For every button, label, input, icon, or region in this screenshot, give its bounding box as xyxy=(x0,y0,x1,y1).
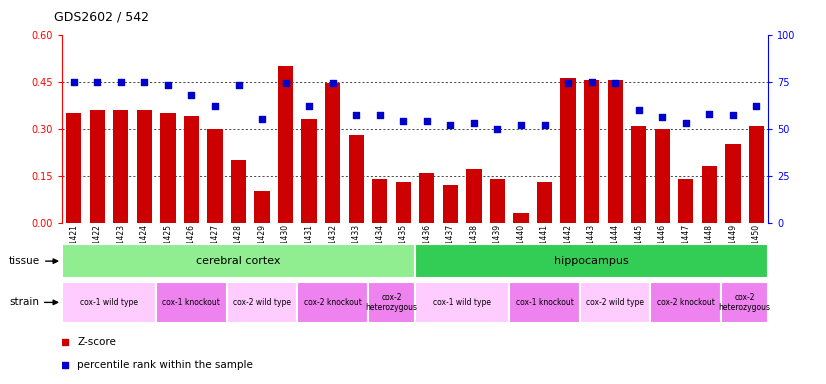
Bar xyxy=(207,129,223,223)
Point xyxy=(279,80,292,86)
Bar xyxy=(113,110,129,223)
Point xyxy=(444,122,457,128)
Point xyxy=(562,80,575,86)
Point xyxy=(632,107,645,113)
Bar xyxy=(415,282,509,323)
Bar xyxy=(678,179,694,223)
Bar xyxy=(156,282,226,323)
Bar xyxy=(183,116,199,223)
Bar xyxy=(349,135,364,223)
Bar xyxy=(368,282,415,323)
Point xyxy=(208,103,221,109)
Bar xyxy=(701,166,717,223)
Point xyxy=(91,79,104,85)
Bar xyxy=(443,185,458,223)
Bar xyxy=(725,144,741,223)
Point xyxy=(326,80,339,86)
Point xyxy=(585,79,598,85)
Bar xyxy=(160,113,176,223)
Text: cox-2 knockout: cox-2 knockout xyxy=(657,298,714,307)
Bar xyxy=(278,66,293,223)
Point xyxy=(515,122,528,128)
Point xyxy=(67,79,80,85)
Point xyxy=(302,103,316,109)
Bar xyxy=(466,169,482,223)
Point xyxy=(468,120,481,126)
Point xyxy=(232,82,245,88)
Bar xyxy=(396,182,411,223)
Point xyxy=(538,122,551,128)
Point xyxy=(185,92,198,98)
Bar xyxy=(66,113,82,223)
Text: Z-score: Z-score xyxy=(78,337,116,347)
Bar xyxy=(513,214,529,223)
Bar xyxy=(631,126,647,223)
Bar xyxy=(372,179,387,223)
Bar xyxy=(654,129,670,223)
Text: GDS2602 / 542: GDS2602 / 542 xyxy=(54,10,149,23)
Text: hippocampus: hippocampus xyxy=(554,256,629,266)
Point xyxy=(703,111,716,117)
Point xyxy=(491,126,504,132)
Point xyxy=(679,120,692,126)
Text: cox-2 wild type: cox-2 wild type xyxy=(233,298,291,307)
Bar xyxy=(651,282,721,323)
Bar xyxy=(62,244,415,278)
Bar xyxy=(325,83,340,223)
Text: cox-2 wild type: cox-2 wild type xyxy=(586,298,644,307)
Point xyxy=(161,82,174,88)
Bar xyxy=(721,282,768,323)
Point xyxy=(255,116,268,122)
Text: cerebral cortex: cerebral cortex xyxy=(197,256,281,266)
Point xyxy=(656,114,669,121)
Text: cox-1 knockout: cox-1 knockout xyxy=(163,298,221,307)
Bar xyxy=(560,78,576,223)
Bar xyxy=(89,110,105,223)
Bar xyxy=(136,110,152,223)
Bar xyxy=(62,282,156,323)
Text: cox-1 wild type: cox-1 wild type xyxy=(433,298,491,307)
Point xyxy=(396,118,410,124)
Bar xyxy=(254,191,270,223)
Text: cox-1 knockout: cox-1 knockout xyxy=(515,298,573,307)
Point xyxy=(114,79,127,85)
Point xyxy=(750,103,763,109)
Point xyxy=(609,80,622,86)
Point xyxy=(349,113,363,119)
Text: tissue: tissue xyxy=(9,256,58,266)
Bar xyxy=(419,172,434,223)
Text: cox-2
heterozygous: cox-2 heterozygous xyxy=(366,293,417,312)
Bar xyxy=(509,282,580,323)
Bar xyxy=(537,182,553,223)
Point xyxy=(373,113,387,119)
Text: percentile rank within the sample: percentile rank within the sample xyxy=(78,360,254,370)
Point xyxy=(420,118,434,124)
Bar xyxy=(301,119,317,223)
Bar xyxy=(490,179,506,223)
Bar xyxy=(226,282,297,323)
Text: cox-2 knockout: cox-2 knockout xyxy=(304,298,362,307)
Bar xyxy=(297,282,368,323)
Bar xyxy=(748,126,764,223)
Bar xyxy=(607,80,623,223)
Point xyxy=(138,79,151,85)
Point xyxy=(726,113,739,119)
Text: cox-1 wild type: cox-1 wild type xyxy=(80,298,138,307)
Bar xyxy=(584,80,600,223)
Bar xyxy=(230,160,246,223)
Bar xyxy=(580,282,651,323)
Text: cox-2
heterozygous: cox-2 heterozygous xyxy=(719,293,771,312)
Bar xyxy=(415,244,768,278)
Text: strain: strain xyxy=(9,297,58,308)
